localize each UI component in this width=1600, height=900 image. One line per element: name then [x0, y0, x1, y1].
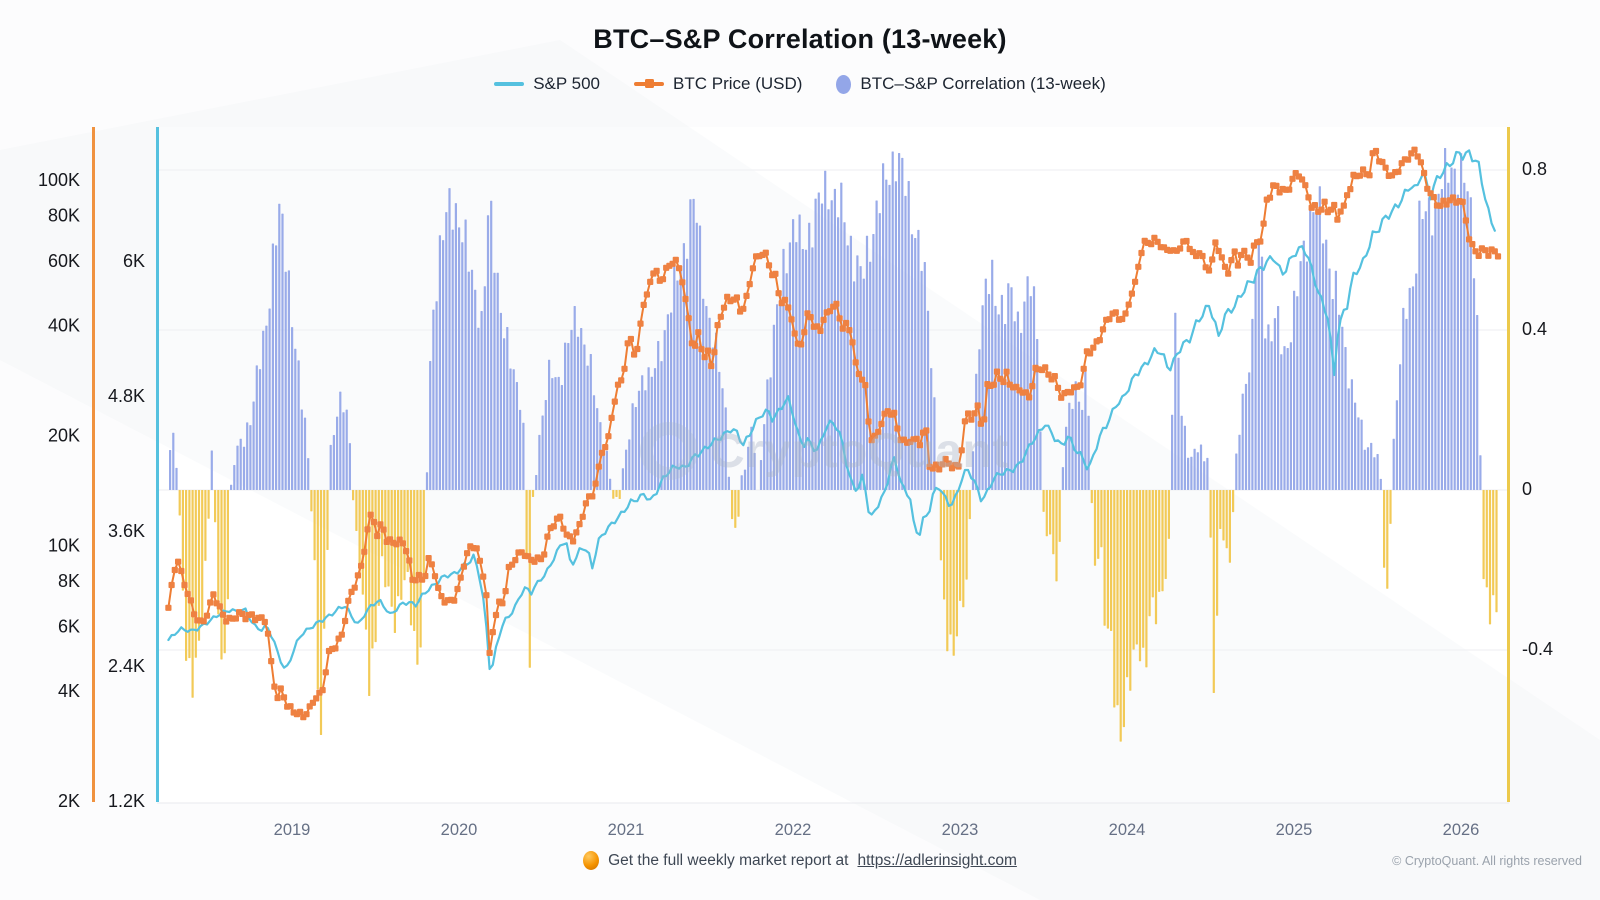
btc-price-line	[165, 146, 1502, 721]
svg-text:2020: 2020	[441, 821, 478, 839]
svg-text:2K: 2K	[58, 791, 80, 811]
svg-text:2021: 2021	[608, 821, 645, 839]
axis-lines	[92, 127, 1510, 802]
copyright-notice: © CryptoQuant. All rights reserved	[1392, 854, 1582, 868]
svg-text:2026: 2026	[1443, 821, 1480, 839]
svg-text:80K: 80K	[48, 205, 80, 225]
svg-text:10K: 10K	[48, 535, 80, 555]
svg-text:2023: 2023	[942, 821, 979, 839]
axis-labels: 2K 4K 6K 8K 10K 20K 40K 60K 80K 100K 1.2K 2.4K 3.6K 4…	[38, 159, 1553, 839]
svg-text:8K: 8K	[58, 571, 80, 591]
legend-item-btc-price[interactable]: BTC Price (USD)	[634, 74, 802, 94]
svg-text:0.8: 0.8	[1522, 159, 1547, 179]
legend-item-correlation[interactable]: BTC–S&P Correlation (13-week)	[836, 74, 1106, 94]
sp500-line-swatch-icon	[494, 82, 525, 86]
legend-item-sp500[interactable]: S&P 500	[494, 74, 600, 94]
svg-text:100K: 100K	[38, 170, 80, 190]
svg-text:2025: 2025	[1276, 821, 1313, 839]
svg-text:6K: 6K	[123, 251, 145, 271]
svg-text:40K: 40K	[48, 315, 80, 335]
report-banner: Get the full weekly market report at htt…	[0, 851, 1600, 870]
svg-text:6K: 6K	[58, 616, 80, 636]
chart-header: BTC–S&P Correlation (13-week)	[0, 24, 1600, 55]
svg-text:4.8K: 4.8K	[108, 386, 145, 406]
svg-text:2.4K: 2.4K	[108, 656, 145, 676]
svg-text:3.6K: 3.6K	[108, 521, 145, 541]
page-title: BTC–S&P Correlation (13-week)	[593, 24, 1007, 54]
btc-line-swatch-icon	[634, 79, 665, 89]
report-text: Get the full weekly market report at	[608, 851, 849, 869]
svg-text:2024: 2024	[1109, 821, 1146, 839]
svg-text:-0.4: -0.4	[1522, 639, 1553, 659]
report-ball-icon	[583, 851, 600, 870]
legend-label: BTC–S&P Correlation (13-week)	[860, 74, 1106, 93]
svg-text:60K: 60K	[48, 251, 80, 271]
correlation-swatch-icon	[836, 74, 852, 94]
sp500-line	[167, 149, 1496, 671]
svg-text:0: 0	[1522, 479, 1532, 499]
correlation-bars	[169, 148, 1498, 742]
svg-text:1.2K: 1.2K	[108, 791, 145, 811]
svg-text:20K: 20K	[48, 425, 80, 445]
svg-text:0.4: 0.4	[1522, 319, 1547, 339]
svg-text:2022: 2022	[775, 821, 812, 839]
svg-text:4K: 4K	[58, 681, 80, 701]
legend-label: S&P 500	[533, 74, 601, 93]
svg-text:2019: 2019	[274, 821, 311, 839]
legend: S&P 500 BTC Price (USD) BTC–S&P Correlat…	[0, 74, 1600, 94]
legend-label: BTC Price (USD)	[673, 74, 803, 93]
report-link[interactable]: https://adlerinsight.com	[857, 851, 1017, 869]
